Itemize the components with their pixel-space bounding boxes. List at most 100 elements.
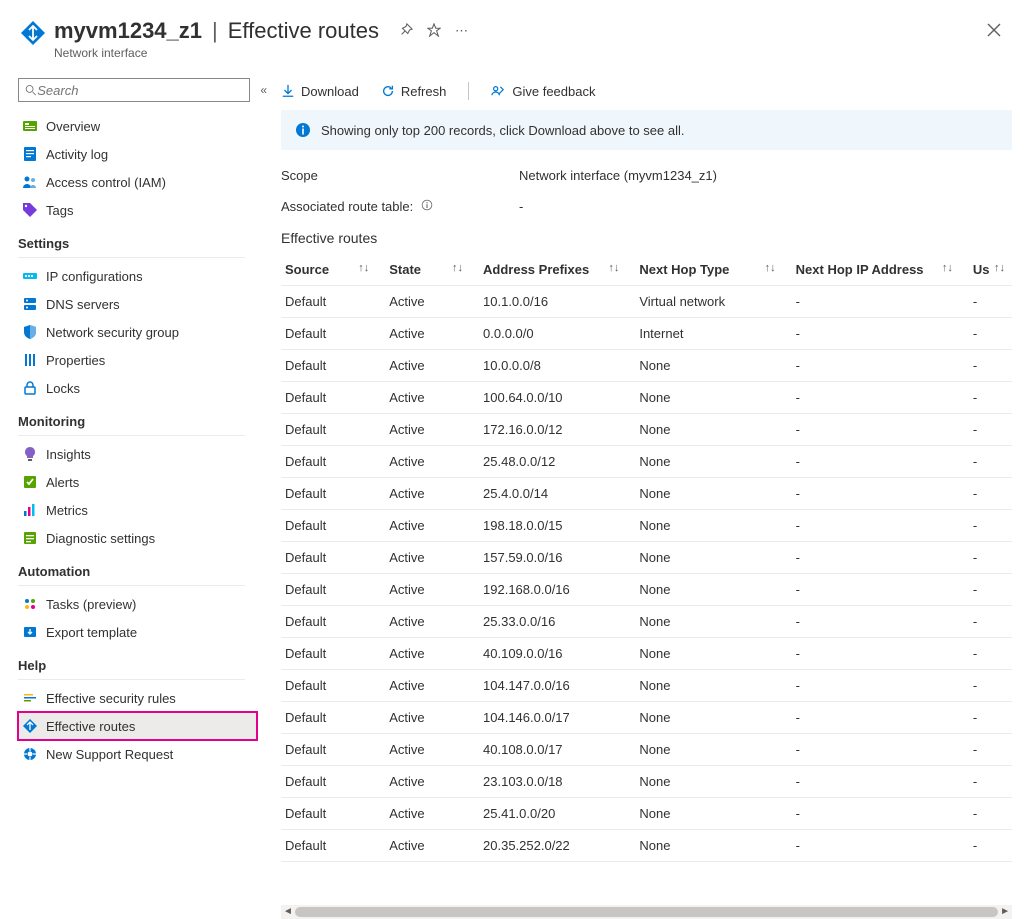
table-row[interactable]: DefaultActive10.0.0.0/8None--: [281, 350, 1012, 382]
cell-state: Active: [385, 414, 479, 446]
cell-hoptype: None: [635, 766, 791, 798]
cell-user: -: [969, 702, 1012, 734]
table-row[interactable]: DefaultActive20.35.252.0/22None--: [281, 830, 1012, 862]
dns-icon: [22, 296, 38, 312]
nsg-icon: [22, 324, 38, 340]
table-row[interactable]: DefaultActive10.1.0.0/16Virtual network-…: [281, 286, 1012, 318]
sidebar-item-activity-log[interactable]: Activity log: [18, 140, 257, 168]
column-header-next-hop-type[interactable]: Next Hop Type↑↓: [635, 254, 791, 286]
cell-hoptype: None: [635, 510, 791, 542]
cell-prefix: 25.41.0.0/20: [479, 798, 635, 830]
cell-state: Active: [385, 574, 479, 606]
sort-icon[interactable]: ↑↓: [942, 262, 953, 274]
column-header-source[interactable]: Source↑↓: [281, 254, 385, 286]
sidebar-item-network-security-group[interactable]: Network security group: [18, 318, 257, 346]
cell-hopip: -: [792, 574, 969, 606]
scrollbar-thumb[interactable]: [295, 907, 998, 917]
sidebar-search[interactable]: [18, 78, 250, 102]
sidebar-item-label: Locks: [46, 381, 80, 396]
sidebar-item-insights[interactable]: Insights: [18, 440, 257, 468]
sidebar-item-overview[interactable]: Overview: [18, 112, 257, 140]
sidebar-item-access-control-iam-[interactable]: Access control (IAM): [18, 168, 257, 196]
table-row[interactable]: DefaultActive25.48.0.0/12None--: [281, 446, 1012, 478]
table-row[interactable]: DefaultActive23.103.0.0/18None--: [281, 766, 1012, 798]
cell-user: -: [969, 414, 1012, 446]
feedback-button[interactable]: Give feedback: [491, 84, 595, 99]
cell-prefix: 157.59.0.0/16: [479, 542, 635, 574]
table-row[interactable]: DefaultActive25.33.0.0/16None--: [281, 606, 1012, 638]
cell-hopip: -: [792, 606, 969, 638]
sidebar-item-locks[interactable]: Locks: [18, 374, 257, 402]
refresh-button[interactable]: Refresh: [381, 84, 447, 99]
column-header-next-hop-ip-address[interactable]: Next Hop IP Address↑↓: [792, 254, 969, 286]
favorite-icon[interactable]: [427, 23, 441, 40]
sidebar-item-effective-routes[interactable]: Effective routes: [18, 712, 257, 740]
column-header-state[interactable]: State↑↓: [385, 254, 479, 286]
scroll-right-icon[interactable]: ►: [1000, 906, 1010, 917]
table-row[interactable]: DefaultActive198.18.0.0/15None--: [281, 510, 1012, 542]
table-row[interactable]: DefaultActive25.41.0.0/20None--: [281, 798, 1012, 830]
sidebar-item-label: Network security group: [46, 325, 179, 340]
info-inline-icon[interactable]: [421, 199, 433, 214]
more-icon[interactable]: ⋯: [455, 23, 468, 40]
search-input[interactable]: [37, 83, 243, 98]
cell-source: Default: [281, 606, 385, 638]
ipconfig-icon: [22, 268, 38, 284]
feedback-label: Give feedback: [512, 84, 595, 99]
pin-icon[interactable]: [399, 23, 413, 40]
sidebar-item-label: Access control (IAM): [46, 175, 166, 190]
sidebar-item-diagnostic-settings[interactable]: Diagnostic settings: [18, 524, 257, 552]
cell-state: Active: [385, 798, 479, 830]
cell-hopip: -: [792, 734, 969, 766]
table-row[interactable]: DefaultActive172.16.0.0/12None--: [281, 414, 1012, 446]
sidebar-item-tags[interactable]: Tags: [18, 196, 257, 224]
cell-hopip: -: [792, 414, 969, 446]
cell-source: Default: [281, 574, 385, 606]
download-button[interactable]: Download: [281, 84, 359, 99]
cell-state: Active: [385, 382, 479, 414]
cell-source: Default: [281, 318, 385, 350]
cell-user: -: [969, 798, 1012, 830]
sidebar-item-tasks-preview-[interactable]: Tasks (preview): [18, 590, 257, 618]
cell-state: Active: [385, 318, 479, 350]
table-row[interactable]: DefaultActive104.146.0.0/17None--: [281, 702, 1012, 734]
cell-user: -: [969, 606, 1012, 638]
close-button[interactable]: [982, 18, 1006, 45]
cell-source: Default: [281, 350, 385, 382]
column-header-address-prefixes[interactable]: Address Prefixes↑↓: [479, 254, 635, 286]
sidebar-item-export-template[interactable]: Export template: [18, 618, 257, 646]
table-row[interactable]: DefaultActive25.4.0.0/14None--: [281, 478, 1012, 510]
section-heading-settings: Settings: [18, 224, 245, 258]
sidebar-item-properties[interactable]: Properties: [18, 346, 257, 374]
horizontal-scrollbar[interactable]: ◄ ►: [281, 905, 1012, 919]
sort-icon[interactable]: ↑↓: [608, 262, 619, 274]
cell-source: Default: [281, 702, 385, 734]
secrules-icon: [22, 690, 38, 706]
sidebar-item-label: New Support Request: [46, 747, 173, 762]
sidebar-item-ip-configurations[interactable]: IP configurations: [18, 262, 257, 290]
cell-hoptype: None: [635, 670, 791, 702]
table-row[interactable]: DefaultActive192.168.0.0/16None--: [281, 574, 1012, 606]
column-header-us[interactable]: Us↑↓: [969, 254, 1012, 286]
table-row[interactable]: DefaultActive104.147.0.0/16None--: [281, 670, 1012, 702]
sidebar-item-label: Tags: [46, 203, 73, 218]
sidebar-item-dns-servers[interactable]: DNS servers: [18, 290, 257, 318]
table-row[interactable]: DefaultActive40.108.0.0/17None--: [281, 734, 1012, 766]
sidebar-item-alerts[interactable]: Alerts: [18, 468, 257, 496]
sort-icon[interactable]: ↑↓: [994, 262, 1005, 274]
table-row[interactable]: DefaultActive0.0.0.0/0Internet--: [281, 318, 1012, 350]
sidebar-item-new-support-request[interactable]: New Support Request: [18, 740, 257, 768]
cell-user: -: [969, 670, 1012, 702]
table-row[interactable]: DefaultActive40.109.0.0/16None--: [281, 638, 1012, 670]
cell-state: Active: [385, 510, 479, 542]
cell-user: -: [969, 542, 1012, 574]
sidebar-item-effective-security-rules[interactable]: Effective security rules: [18, 684, 257, 712]
sort-icon[interactable]: ↑↓: [765, 262, 776, 274]
sort-icon[interactable]: ↑↓: [358, 262, 369, 274]
scroll-left-icon[interactable]: ◄: [283, 906, 293, 917]
sidebar-item-metrics[interactable]: Metrics: [18, 496, 257, 524]
table-row[interactable]: DefaultActive157.59.0.0/16None--: [281, 542, 1012, 574]
info-icon: [295, 122, 311, 138]
table-row[interactable]: DefaultActive100.64.0.0/10None--: [281, 382, 1012, 414]
sort-icon[interactable]: ↑↓: [452, 262, 463, 274]
